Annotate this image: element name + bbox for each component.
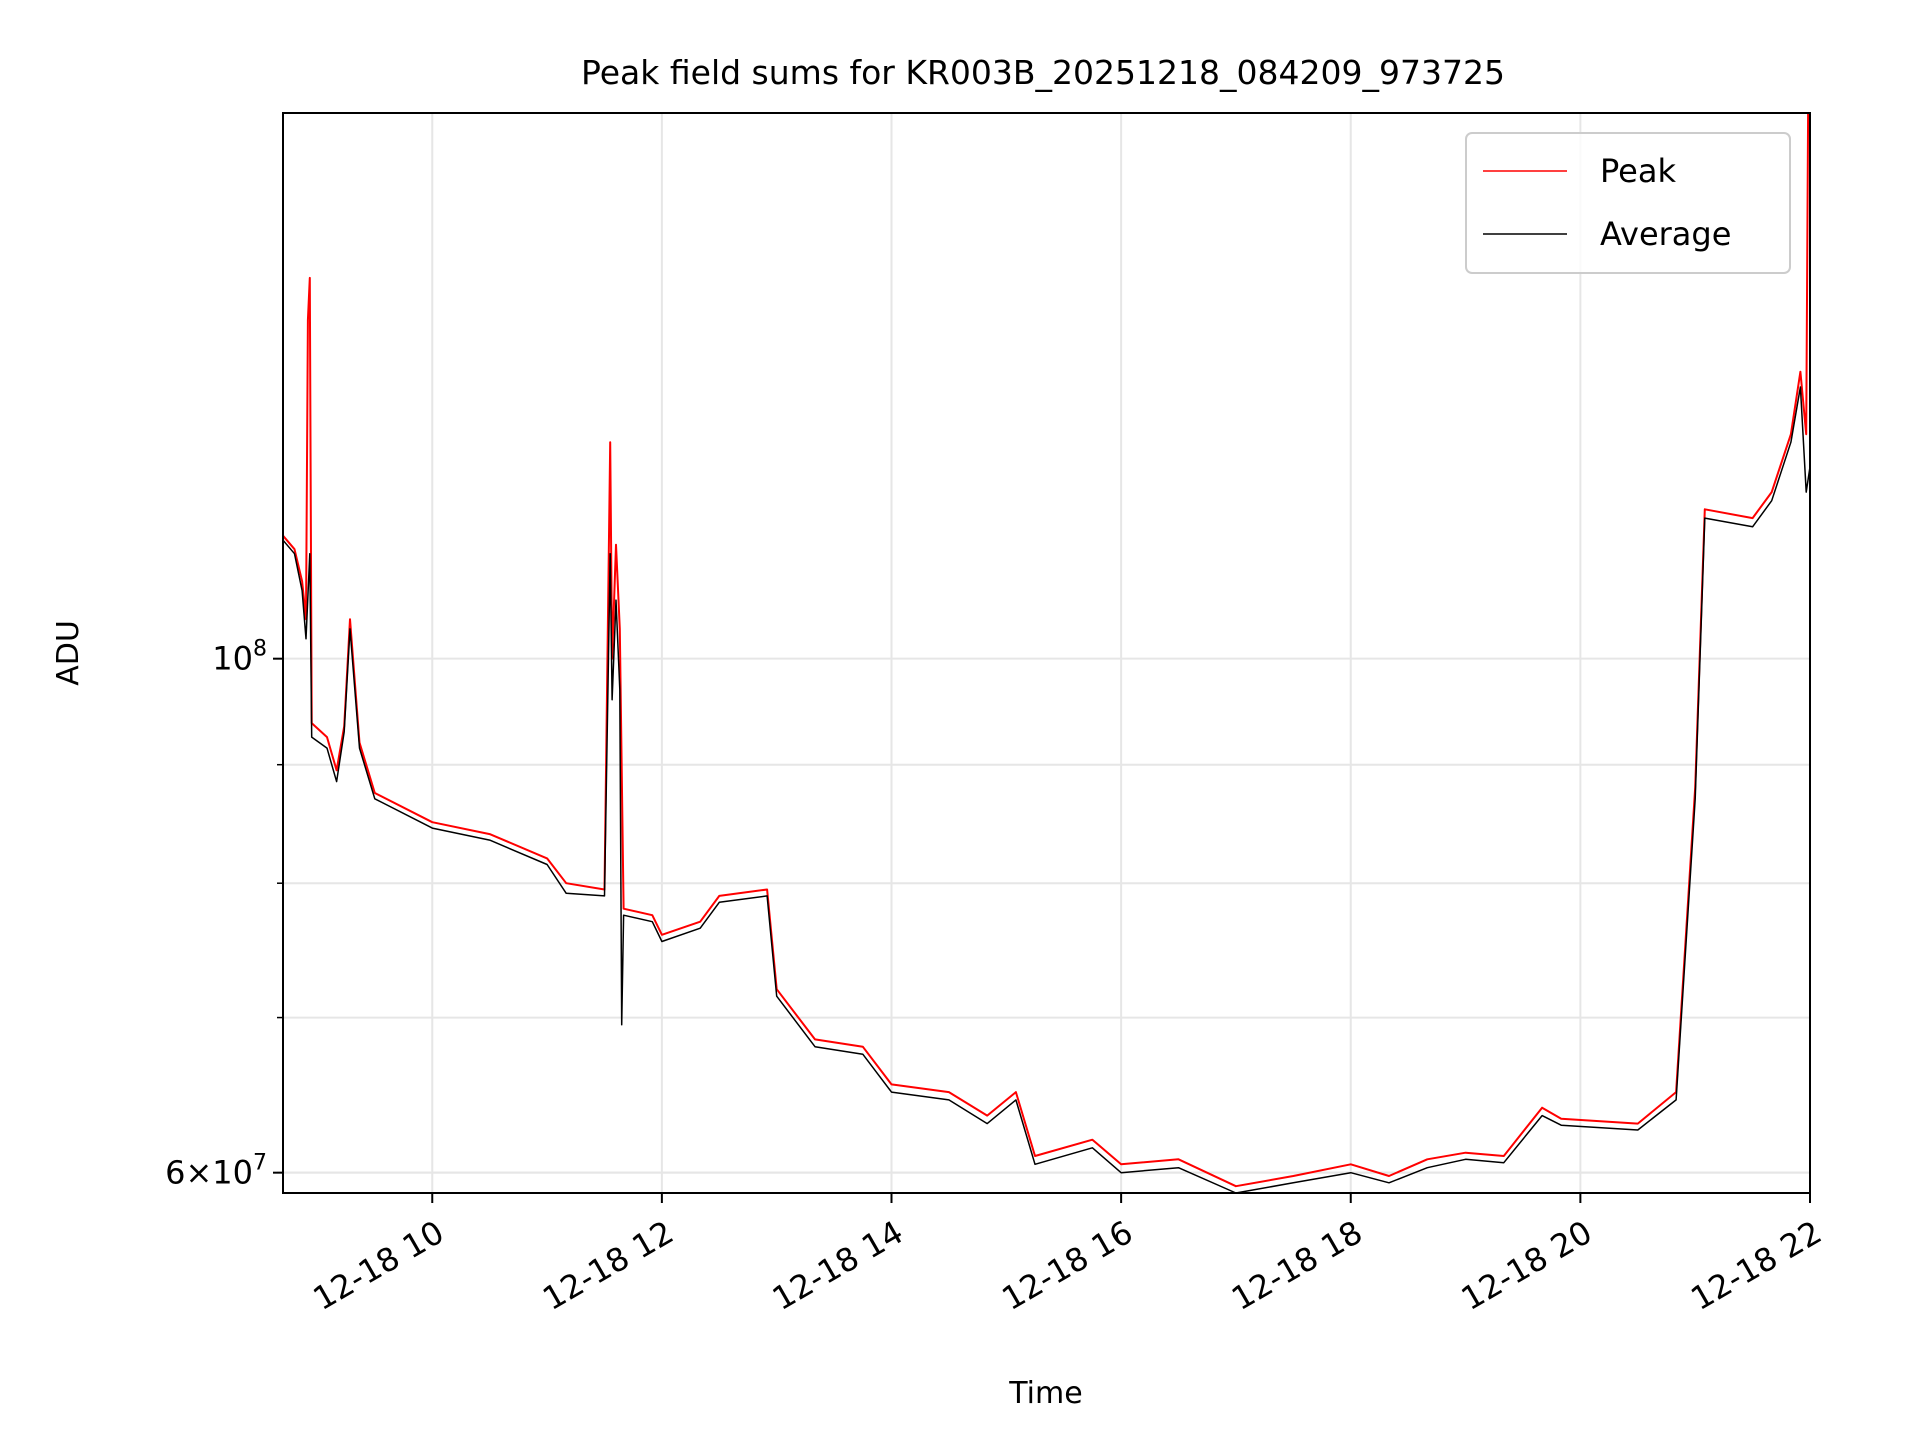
x-tick-label: 12-18 20 [1455, 1213, 1599, 1318]
plot-area [282, 112, 1811, 1194]
y-tick-label: 108 [212, 637, 267, 678]
x-axis-ticks: 12-18 10 12-18 12 12-18 14 12-18 16 12-18 18… [307, 1193, 1828, 1318]
x-tick-label: 12-18 22 [1684, 1213, 1828, 1318]
x-tick-label: 12-18 16 [996, 1213, 1140, 1318]
chart-title: Peak field sums for KR003B_20251218_0842… [581, 53, 1505, 92]
y-axis-label: ADU [51, 620, 86, 686]
y-axis-ticks: 108 6×107 [165, 637, 283, 1192]
grid-lines [283, 113, 1811, 1193]
plot-frame [282, 112, 1811, 1194]
x-tick-label: 12-18 18 [1225, 1213, 1369, 1318]
legend: Peak Average [1465, 132, 1791, 274]
legend-box [1465, 132, 1791, 274]
legend-label-peak: Peak [1600, 152, 1676, 190]
x-axis-label: Time [1008, 1376, 1082, 1411]
x-tick-label: 12-18 10 [307, 1213, 451, 1318]
legend-label-average: Average [1600, 215, 1731, 253]
series-line-average [282, 386, 1811, 1194]
y-tick-label: 6×107 [165, 1151, 267, 1192]
x-tick-label: 12-18 12 [536, 1213, 680, 1318]
x-tick-label: 12-18 14 [766, 1213, 910, 1318]
